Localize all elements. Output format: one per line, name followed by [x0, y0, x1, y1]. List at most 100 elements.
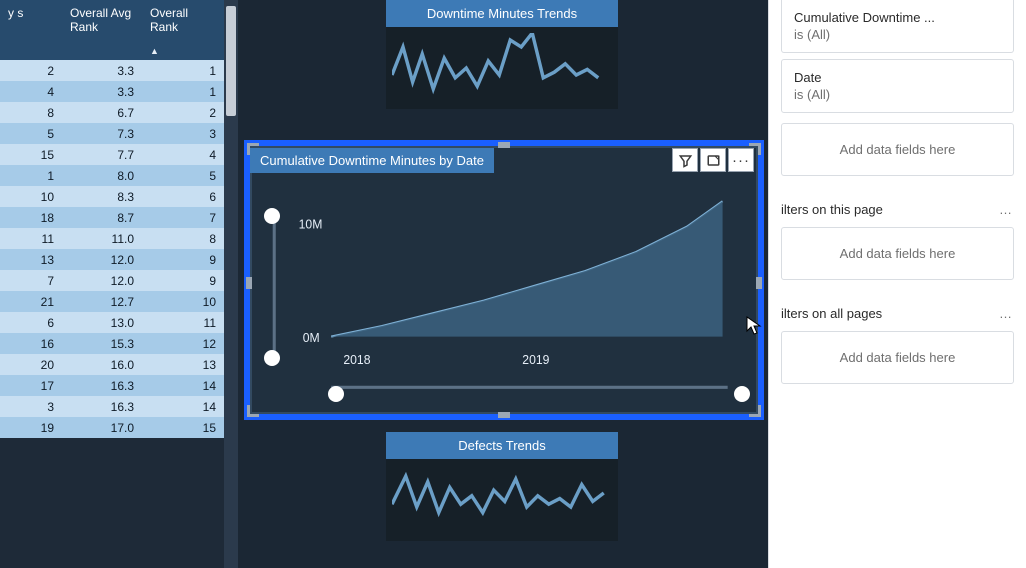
table-row[interactable]: 57.33 [0, 123, 224, 144]
table-cell: 3.3 [62, 81, 142, 102]
col-header-0[interactable]: y s [0, 0, 62, 60]
table-cell: 16 [0, 333, 62, 354]
table-row[interactable]: 1716.314 [0, 375, 224, 396]
mouse-cursor [746, 316, 762, 336]
resize-handle-tr[interactable] [749, 143, 761, 155]
resize-handle-right[interactable] [756, 277, 762, 289]
downtime-trends-tile[interactable]: Downtime Minutes Trends [386, 0, 618, 109]
filters-all-section-label: ilters on all pages [781, 306, 882, 321]
table-cell: 9 [142, 249, 224, 270]
table-cell: 12.0 [62, 249, 142, 270]
table-cell: 20 [0, 354, 62, 375]
visual-filter-button[interactable] [672, 148, 698, 172]
x-range-handle-right[interactable] [734, 386, 750, 402]
table-row[interactable]: 108.36 [0, 186, 224, 207]
scrollbar-thumb[interactable] [226, 6, 236, 116]
all-pages-filter-dropzone[interactable]: Add data fields here [781, 331, 1014, 384]
svg-text:2019: 2019 [522, 353, 549, 367]
x-range-handle-left[interactable] [328, 386, 344, 402]
table-cell: 7.7 [62, 144, 142, 165]
defects-trends-title: Defects Trends [386, 432, 618, 459]
y-range-handle-bottom[interactable] [264, 350, 280, 366]
table-cell: 3 [142, 123, 224, 144]
table-row[interactable]: 1312.09 [0, 249, 224, 270]
table-row[interactable]: 188.77 [0, 207, 224, 228]
filters-page-section-header[interactable]: ilters on this page … [769, 194, 1026, 217]
resize-handle-left[interactable] [246, 277, 252, 289]
table-cell: 12.0 [62, 270, 142, 291]
table-cell: 1 [0, 165, 62, 186]
cumulative-downtime-visual[interactable]: Cumulative Downtime Minutes by Date ··· … [244, 140, 764, 420]
filter-card-date[interactable]: Date is (All) [781, 59, 1014, 113]
table-cell: 9 [142, 270, 224, 291]
table-row[interactable]: 43.31 [0, 81, 224, 102]
table-cell: 10 [0, 186, 62, 207]
page-filter-dropzone[interactable]: Add data fields here [781, 227, 1014, 280]
filter-field-name: Cumulative Downtime ... [794, 10, 1001, 25]
section-more-icon[interactable]: … [999, 306, 1014, 321]
table-cell: 10 [142, 291, 224, 312]
table-row[interactable]: 23.31 [0, 60, 224, 81]
table-cell: 8 [0, 102, 62, 123]
table-cell: 13 [142, 354, 224, 375]
table-cell: 15 [142, 417, 224, 438]
resize-handle-top[interactable] [498, 142, 510, 148]
table-cell: 8.7 [62, 207, 142, 228]
table-cell: 7 [0, 270, 62, 291]
table-cell: 2 [142, 102, 224, 123]
table-row[interactable]: 712.09 [0, 270, 224, 291]
table-row[interactable]: 1917.015 [0, 417, 224, 438]
table-row[interactable]: 86.72 [0, 102, 224, 123]
table-row[interactable]: 18.05 [0, 165, 224, 186]
resize-handle-br[interactable] [749, 405, 761, 417]
table-cell: 6 [0, 312, 62, 333]
table-row[interactable]: 1111.08 [0, 228, 224, 249]
filters-all-section-header[interactable]: ilters on all pages … [769, 298, 1026, 321]
table-row[interactable]: 2016.013 [0, 354, 224, 375]
table-cell: 3 [0, 396, 62, 417]
y-range-handle-top[interactable] [264, 208, 280, 224]
visual-focus-button[interactable] [700, 148, 726, 172]
cumulative-downtime-title: Cumulative Downtime Minutes by Date [250, 148, 494, 173]
table-cell: 18 [0, 207, 62, 228]
table-row[interactable]: 613.011 [0, 312, 224, 333]
table-cell: 13.0 [62, 312, 142, 333]
defects-trends-tile[interactable]: Defects Trends [386, 432, 618, 541]
table-cell: 4 [142, 144, 224, 165]
table-cell: 6 [142, 186, 224, 207]
filter-card-cumulative-downtime[interactable]: Cumulative Downtime ... is (All) [781, 0, 1014, 53]
col-header-1[interactable]: Overall Avg Rank [62, 0, 142, 60]
table-cell: 5 [142, 165, 224, 186]
section-more-icon[interactable]: … [999, 202, 1014, 217]
table-cell: 8.3 [62, 186, 142, 207]
resize-handle-bottom[interactable] [498, 412, 510, 418]
table-cell: 12 [142, 333, 224, 354]
table-cell: 16.0 [62, 354, 142, 375]
table-cell: 6.7 [62, 102, 142, 123]
table-cell: 11 [0, 228, 62, 249]
table-cell: 3.3 [62, 60, 142, 81]
table-cell: 14 [142, 375, 224, 396]
table-cell: 2 [0, 60, 62, 81]
table-cell: 8.0 [62, 165, 142, 186]
table-cell: 15.3 [62, 333, 142, 354]
col-header-2[interactable]: Overall Rank [142, 0, 224, 60]
table-cell: 7 [142, 207, 224, 228]
table-cell: 17.0 [62, 417, 142, 438]
resize-handle-tl[interactable] [247, 143, 259, 155]
table-cell: 4 [0, 81, 62, 102]
rank-table-visual[interactable]: y s Overall Avg Rank Overall Rank 23.314… [0, 0, 224, 568]
table-cell: 16.3 [62, 375, 142, 396]
table-row[interactable]: 316.314 [0, 396, 224, 417]
report-canvas[interactable]: Downtime Minutes Trends Cumulative Downt… [238, 0, 768, 568]
table-scrollbar[interactable] [224, 0, 238, 568]
resize-handle-bl[interactable] [247, 405, 259, 417]
table-cell: 8 [142, 228, 224, 249]
filter-field-name: Date [794, 70, 1001, 85]
table-row[interactable]: 2112.710 [0, 291, 224, 312]
filters-page-section-label: ilters on this page [781, 202, 883, 217]
svg-text:10M: 10M [299, 218, 323, 232]
table-row[interactable]: 157.74 [0, 144, 224, 165]
visual-filter-dropzone[interactable]: Add data fields here [781, 123, 1014, 176]
table-row[interactable]: 1615.312 [0, 333, 224, 354]
